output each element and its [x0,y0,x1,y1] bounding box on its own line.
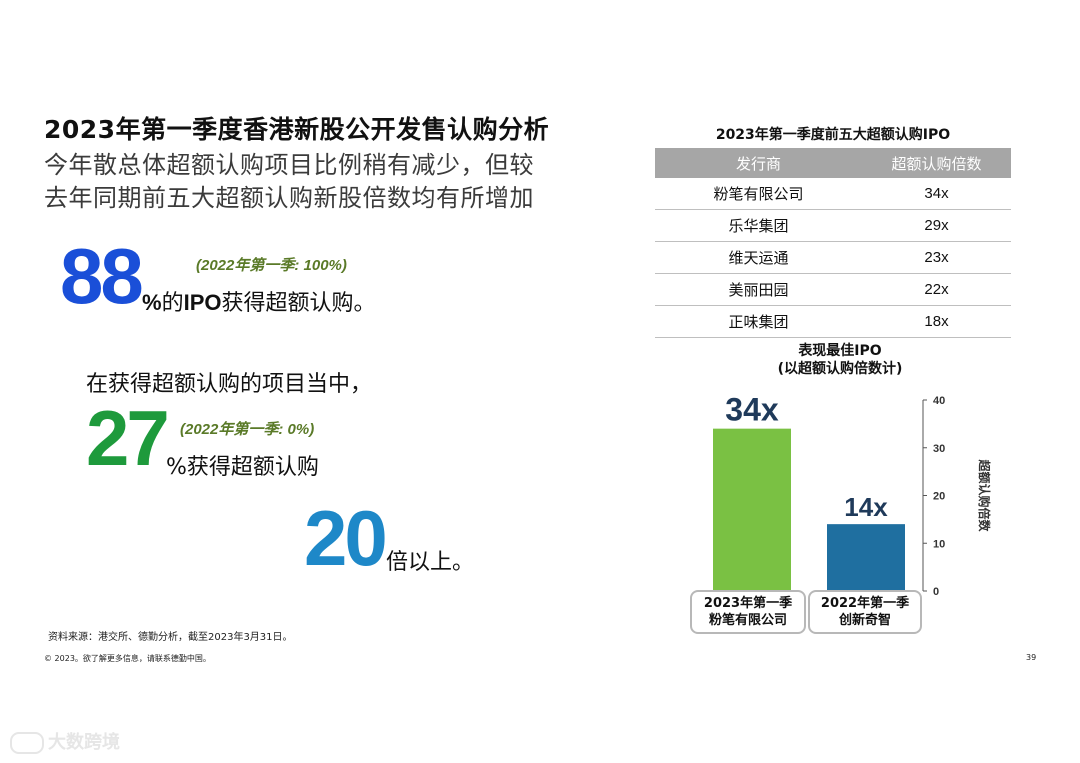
category-1-line1: 2023年第一季 [703,596,793,611]
stat2-number: 27 [86,394,170,482]
table-row: 美丽田园 22x [655,273,1011,306]
y-tick-label: 40 [933,395,945,407]
watermark-logo-icon [10,732,44,754]
page-subtitle-line2: 去年同期前五大超额认购新股倍数均有所增加 [44,184,534,212]
chart-title: 表现最佳IPO [798,343,882,359]
table-title: 2023年第一季度前五大超额认购IPO [715,127,951,143]
table-cell-issuer: 乐华集团 [655,209,862,242]
stat2-note: (2022年第一季: 0%) [180,421,315,438]
table-header-multiple: 超额认购倍数 [862,148,1011,178]
source-note: 资料来源：港交所、德勤分析，截至2023年3月31日。 [48,632,293,643]
bar-value-label-1: 34x [725,392,779,428]
table-cell-issuer: 美丽田园 [655,273,862,306]
table-cell-multiple: 29x [862,209,1011,242]
bar-1 [713,428,791,591]
bar-2 [827,524,905,591]
stat3-text: 倍以上。 [386,550,475,575]
y-tick-label: 10 [933,538,945,550]
table-row: 乐华集团 29x [655,209,1011,242]
y-tick-label: 0 [933,586,939,598]
copyright: © 2023。欲了解更多信息，请联系德勤中国。 [44,654,211,663]
table-header-issuer: 发行商 [655,148,862,178]
page-number: 39 [1026,653,1037,662]
stat1-text: %的IPO获得超额认购。 [142,290,376,316]
table-cell-issuer: 粉笔有限公司 [655,178,862,210]
table-cell-multiple: 34x [862,178,1011,210]
page-subtitle-line1: 今年散总体超额认购项目比例稍有减少，但较 [44,151,534,179]
page-title: 2023年第一季度香港新股公开发售认购分析 [44,115,550,144]
table-row: 维天运通 23x [655,241,1011,274]
table-cell-multiple: 22x [862,273,1011,306]
watermark-text: 大数跨境 [48,732,120,753]
chart-subtitle: (以超额认购倍数计) [777,361,903,377]
stat3-number: 20 [304,494,388,582]
bar-value-label-2: 14x [844,492,888,522]
category-2-line1: 2022年第一季 [820,596,910,611]
table-cell-issuer: 正味集团 [655,305,862,338]
intro-text: 在获得超额认购的项目当中， [86,372,373,397]
chart-title-block: 表现最佳IPO (以超额认购倍数计) [740,342,940,378]
y-tick-label: 30 [933,443,945,455]
table-cell-issuer: 维天运通 [655,241,862,274]
table-cell-multiple: 23x [862,241,1011,274]
stat2-text: %获得超额认购 [166,455,319,480]
bar-chart: 0 10 20 30 40 超额认购倍数 34x 14x [713,392,992,598]
table-row: 粉笔有限公司 34x [655,178,1011,210]
category-2-line2: 创新奇智 [838,613,891,628]
stat1-number: 88 [60,232,144,320]
table-row: 正味集团 18x [655,305,1011,338]
watermark: 大数跨境 [10,728,120,754]
y-axis-label: 超额认购倍数 [977,458,992,532]
ipo-table: 发行商 超额认购倍数 粉笔有限公司 34x 乐华集团 29x 维天运通 23x 美丽田… [655,148,1011,338]
stat1-note: (2022年第一季: 100%) [196,257,347,274]
category-1-line2: 粉笔有限公司 [708,613,787,628]
chart-category-2: 2022年第一季 创新奇智 [808,590,922,634]
y-tick-label: 20 [933,491,945,503]
table-cell-multiple: 18x [862,305,1011,338]
chart-category-1: 2023年第一季 粉笔有限公司 [690,590,806,634]
